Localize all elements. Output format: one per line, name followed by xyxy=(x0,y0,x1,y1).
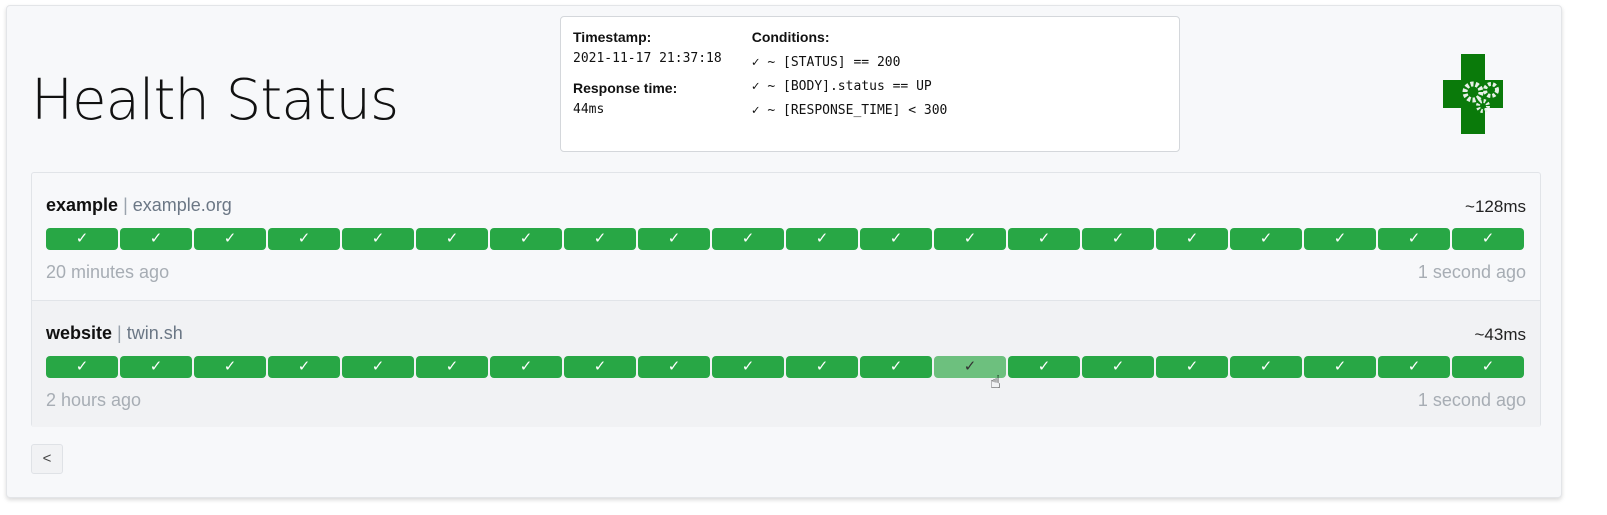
response-time-label: Response time: xyxy=(573,80,678,96)
health-logo-icon xyxy=(1443,54,1503,134)
result-bar[interactable]: ✓ xyxy=(564,228,636,250)
result-bar[interactable]: ✓ xyxy=(490,356,562,378)
service-website: website | twin.sh ~43ms ✓ ✓ ✓ ✓ ✓ ✓ ✓ ✓ ✓ ✓ ✓ ✓ ✓ ✓ ✓ ✓… xyxy=(32,300,1540,427)
tooltip-conditions: Conditions: ✓ ~ [STATUS] == 200 ✓ ~ [BOD… xyxy=(752,29,948,139)
result-bar[interactable]: ✓ xyxy=(1082,228,1154,250)
result-bar[interactable]: ✓ xyxy=(786,228,858,250)
result-bar[interactable]: ✓ xyxy=(416,228,488,250)
result-bar[interactable]: ✓ xyxy=(712,356,784,378)
result-bar[interactable]: ✓ xyxy=(416,356,488,378)
result-bar[interactable]: ✓ xyxy=(712,228,784,250)
result-bar[interactable]: ✓ xyxy=(860,356,932,378)
result-bar[interactable]: ✓ xyxy=(1452,356,1524,378)
service-name: website | twin.sh xyxy=(46,323,183,344)
result-bars: ✓ ✓ ✓ ✓ ✓ ✓ ✓ ✓ ✓ ✓ ✓ ✓ ✓ ✓ ✓ ✓ ✓ ✓ ✓ ✓ xyxy=(46,356,1526,378)
newest-result-time: 1 second ago xyxy=(1417,390,1526,410)
separator: | xyxy=(123,195,128,215)
service-title: example xyxy=(46,195,119,215)
hand-cursor-icon: ☝ xyxy=(990,372,1001,392)
conditions-label: Conditions: xyxy=(751,29,830,45)
result-bar[interactable]: ✓ xyxy=(1156,356,1228,378)
service-host: twin.sh xyxy=(126,323,183,343)
result-bar[interactable]: ✓ xyxy=(120,356,192,378)
result-bar[interactable]: ✓ xyxy=(1008,228,1080,250)
timestamp-value: 2021-11-17 21:37:18 xyxy=(573,51,722,66)
service-example: example | example.org ~128ms ✓ ✓ ✓ ✓ ✓ ✓ ✓ ✓ ✓ ✓ ✓… xyxy=(32,173,1540,300)
result-bar[interactable]: ✓ xyxy=(1156,228,1228,250)
result-bars: ✓ ✓ ✓ ✓ ✓ ✓ ✓ ✓ ✓ ✓ ✓ ✓ ✓ ✓ ✓ ✓ ✓ ✓ ✓ ✓ xyxy=(46,228,1526,250)
timestamp-label: Timestamp: xyxy=(573,29,652,45)
result-bar[interactable]: ✓ xyxy=(1304,356,1376,378)
result-bar[interactable]: ✓ xyxy=(194,356,266,378)
result-bar[interactable]: ✓ xyxy=(638,356,710,378)
result-bar[interactable]: ✓ xyxy=(490,228,562,250)
result-bar[interactable]: ✓ xyxy=(46,356,118,378)
result-bar[interactable]: ✓ xyxy=(1082,356,1154,378)
result-bar[interactable]: ✓ xyxy=(1230,228,1302,250)
page-title: Health Status xyxy=(31,68,399,133)
result-bar[interactable]: ✓ xyxy=(638,228,710,250)
service-host: example.org xyxy=(132,195,232,215)
condition: ✓ ~ [STATUS] == 200 xyxy=(751,55,901,70)
result-bar[interactable]: ✓ xyxy=(268,356,340,378)
condition: ✓ ~ [BODY].status == UP xyxy=(751,79,932,94)
result-bar[interactable]: ✓ xyxy=(1304,228,1376,250)
result-bar[interactable]: ✓ xyxy=(786,356,858,378)
oldest-result-time: 20 minutes ago xyxy=(46,262,170,282)
result-bar[interactable]: ✓ xyxy=(46,228,118,250)
result-bar[interactable]: ✓ xyxy=(934,356,1006,378)
result-bar[interactable]: ✓ xyxy=(342,356,414,378)
previous-page-button[interactable]: < xyxy=(31,444,63,474)
result-bar[interactable]: ✓ xyxy=(1452,228,1524,250)
separator: | xyxy=(117,323,122,343)
result-bar[interactable]: ✓ xyxy=(268,228,340,250)
service-title: website xyxy=(46,323,113,343)
result-bar[interactable]: ✓ xyxy=(860,228,932,250)
result-bar[interactable]: ✓ xyxy=(1008,356,1080,378)
result-bar[interactable]: ✓ xyxy=(1378,356,1450,378)
condition: ✓ ~ [RESPONSE_TIME] < 300 xyxy=(751,103,948,118)
result-bar[interactable]: ✓ xyxy=(564,356,636,378)
result-bar[interactable]: ✓ xyxy=(120,228,192,250)
result-bar[interactable]: ✓ xyxy=(934,228,1006,250)
service-list: example | example.org ~128ms ✓ ✓ ✓ ✓ ✓ ✓ ✓ ✓ ✓ ✓ ✓… xyxy=(31,172,1541,427)
average-response-time: ~128ms xyxy=(1465,197,1526,216)
result-bar[interactable]: ✓ xyxy=(342,228,414,250)
tooltip-details: Timestamp: 2021-11-17 21:37:18 Response … xyxy=(573,29,722,139)
newest-result-time: 1 second ago xyxy=(1417,262,1526,282)
average-response-time: ~43ms xyxy=(1474,325,1527,344)
response-time-value: 44ms xyxy=(573,102,605,117)
result-bar[interactable]: ✓ xyxy=(1378,228,1450,250)
result-tooltip: Timestamp: 2021-11-17 21:37:18 Response … xyxy=(560,16,1180,152)
result-bar[interactable]: ✓ xyxy=(194,228,266,250)
service-name: example | example.org xyxy=(46,195,232,216)
oldest-result-time: 2 hours ago xyxy=(46,390,142,410)
result-bar[interactable]: ✓ xyxy=(1230,356,1302,378)
